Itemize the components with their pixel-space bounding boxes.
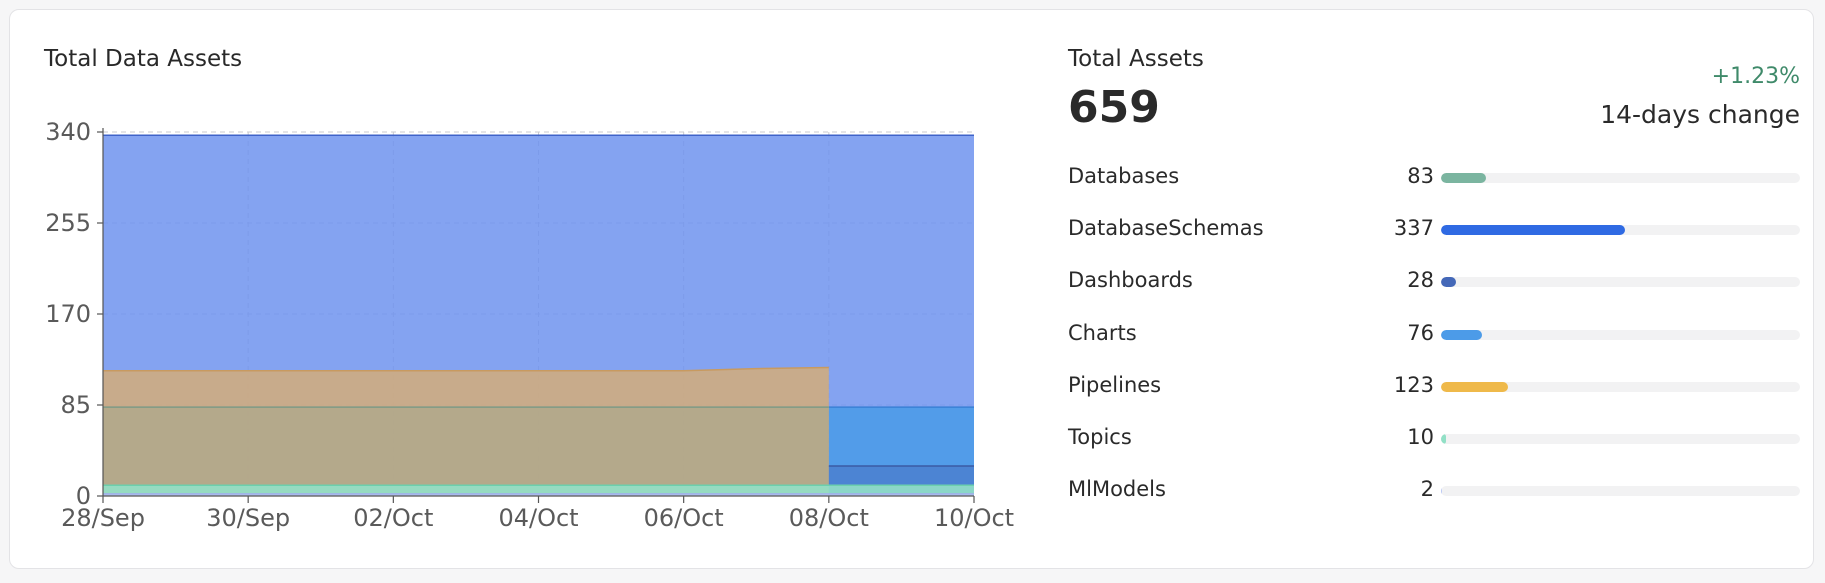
total-assets-value: 659 (1068, 82, 1160, 133)
asset-name: Pipelines (1068, 372, 1162, 397)
series-area-3 (103, 407, 829, 496)
asset-count: 2 (1420, 477, 1434, 502)
asset-progress-fill (1441, 433, 1447, 444)
change-label: 14-days change (1600, 100, 1800, 129)
asset-name: Topics (1068, 424, 1132, 449)
x-tick-label: 08/Oct (789, 504, 869, 532)
asset-count: 76 (1407, 320, 1434, 345)
summary-title: Total Assets (1068, 46, 1204, 72)
chart-title: Total Data Assets (44, 46, 243, 72)
total-data-assets-card: Total Data Assets 0 85 170 255 340 28/Sep 30/S… (9, 9, 1814, 569)
asset-name: DatabaseSchemas (1068, 216, 1264, 241)
asset-progress-track (1441, 486, 1800, 497)
series-area-1 (828, 407, 974, 496)
asset-list: Databases 83 DatabaseSchemas 337 Dashboa… (1068, 160, 1800, 525)
asset-row-ml-models: MlModels 2 (1068, 473, 1800, 525)
series-area-2 (103, 367, 829, 496)
chart-axes: 0 85 170 255 340 28/Sep 30/Sep 02/Oct 04/Oct 06/O… (45, 118, 1014, 532)
asset-row-topics: Topics 10 (1068, 421, 1800, 473)
series-line-2 (103, 366, 829, 372)
asset-progress-fill (1441, 381, 1508, 392)
x-tick-label: 30/Sep (206, 504, 290, 532)
x-tick-label: 02/Oct (353, 504, 433, 532)
asset-row-dashboards: Dashboards 28 (1068, 264, 1800, 316)
y-tick-label: 340 (45, 118, 91, 146)
asset-row-pipelines: Pipelines 123 (1068, 369, 1800, 421)
asset-name: MlModels (1068, 477, 1166, 502)
y-tick-label: 255 (45, 209, 91, 237)
asset-count: 123 (1393, 372, 1434, 397)
asset-progress-track (1441, 277, 1800, 288)
asset-progress-fill (1441, 329, 1483, 340)
asset-name: Charts (1068, 320, 1137, 345)
asset-count: 83 (1407, 164, 1434, 188)
asset-progress-track (1441, 225, 1800, 236)
asset-progress-track (1441, 329, 1800, 340)
asset-progress-fill (1441, 225, 1625, 236)
asset-row-charts: Charts 76 (1068, 317, 1800, 369)
asset-count: 28 (1407, 268, 1434, 293)
x-tick-label: 04/Oct (498, 504, 578, 532)
asset-name: Databases (1068, 164, 1180, 188)
asset-name: Dashboards (1068, 268, 1193, 293)
x-tick-label: 10/Oct (934, 504, 1014, 532)
asset-progress-track (1441, 381, 1800, 392)
y-tick-label: 0 (76, 482, 91, 510)
y-tick-label: 85 (60, 391, 91, 419)
area-chart: 0 85 170 255 340 28/Sep 30/Sep 02/Oct 04/Oct 06/O… (45, 118, 1014, 532)
x-tick-label: 28/Sep (61, 504, 145, 532)
asset-progress-fill (1441, 173, 1487, 183)
asset-count: 337 (1393, 216, 1434, 241)
asset-row-database-schemas: DatabaseSchemas 337 (1068, 212, 1800, 264)
asset-progress-fill (1441, 277, 1457, 288)
asset-row-databases: Databases 83 (1068, 160, 1800, 212)
asset-progress-track (1441, 433, 1800, 444)
asset-progress-fill (1441, 486, 1443, 497)
change-percent: +1.23% (1711, 64, 1800, 89)
x-tick-label: 06/Oct (644, 504, 724, 532)
asset-count: 10 (1407, 424, 1434, 449)
y-tick-label: 170 (45, 300, 91, 328)
chart-series (103, 134, 974, 496)
asset-progress-track (1441, 173, 1800, 183)
